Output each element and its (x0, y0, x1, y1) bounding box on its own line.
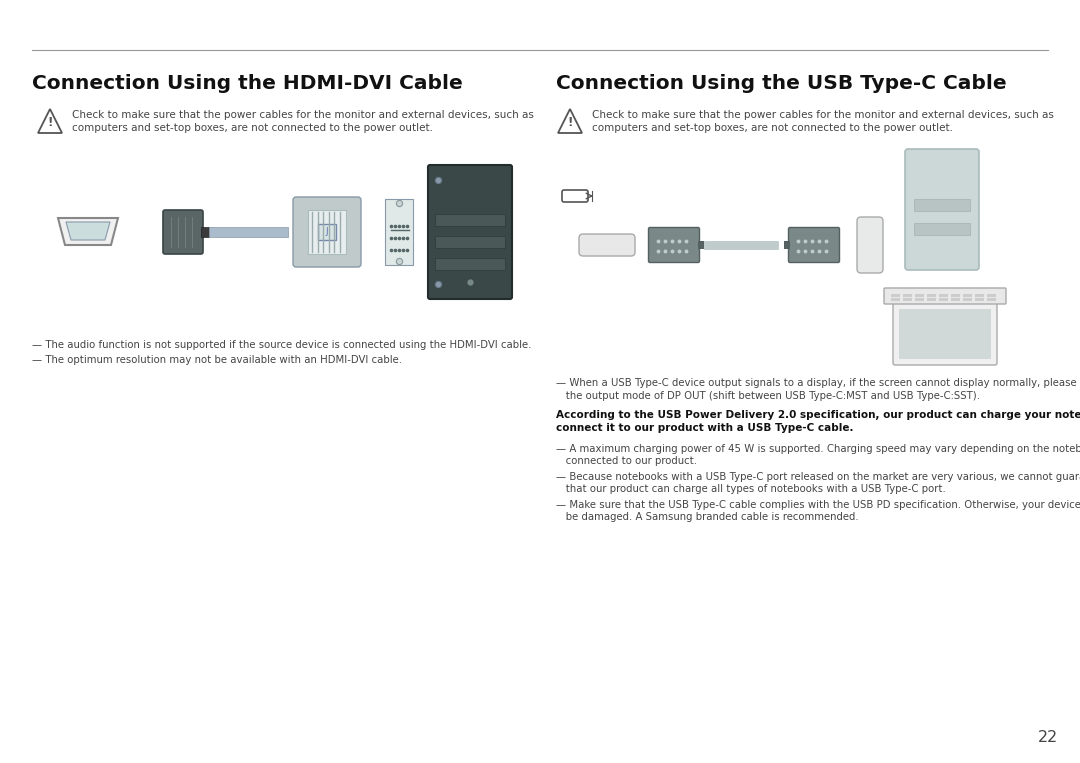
Bar (963, 298, 972, 301)
Bar (899, 309, 991, 359)
Bar (435, 258, 505, 270)
Bar (939, 294, 948, 297)
Text: — Because notebooks with a USB Type-C port released on the market are very vario: — Because notebooks with a USB Type-C po… (556, 472, 1080, 482)
Text: — The optimum resolution may not be available with an HDMI-DVI cable.: — The optimum resolution may not be avai… (32, 355, 402, 365)
FancyBboxPatch shape (893, 303, 997, 365)
Bar (903, 294, 912, 297)
Bar (951, 294, 960, 297)
Text: be damaged. A Samsung branded cable is recommended.: be damaged. A Samsung branded cable is r… (556, 512, 859, 522)
Text: Connection Using the HDMI-DVI Cable: Connection Using the HDMI-DVI Cable (32, 74, 462, 93)
FancyBboxPatch shape (885, 288, 1005, 304)
Text: !: ! (48, 116, 53, 129)
Bar (891, 294, 900, 297)
Bar (891, 298, 900, 301)
Bar (704, 241, 778, 249)
Text: According to the USB Power Delivery 2.0 specification, our product can charge yo: According to the USB Power Delivery 2.0 … (556, 410, 1080, 420)
Bar (915, 298, 924, 301)
Bar (975, 298, 984, 301)
FancyBboxPatch shape (788, 227, 839, 262)
FancyBboxPatch shape (428, 165, 512, 299)
Bar (318, 224, 336, 240)
Text: the output mode of DP OUT (shift between USB Type-C:MST and USB Type-C:SST).: the output mode of DP OUT (shift between… (556, 391, 980, 401)
Text: — The audio function is not supported if the source device is connected using th: — The audio function is not supported if… (32, 340, 531, 350)
Text: — A maximum charging power of 45 W is supported. Charging speed may vary dependi: — A maximum charging power of 45 W is su… (556, 444, 1080, 454)
FancyBboxPatch shape (579, 234, 635, 256)
Bar (951, 298, 960, 301)
Bar (435, 236, 505, 248)
Bar (975, 294, 984, 297)
Bar (927, 298, 936, 301)
Text: that our product can charge all types of notebooks with a USB Type-C port.: that our product can charge all types of… (556, 484, 946, 494)
Text: !: ! (567, 116, 572, 129)
Bar (939, 298, 948, 301)
Text: — When a USB Type-C device output signals to a display, if the screen cannot dis: — When a USB Type-C device output signal… (556, 378, 1080, 388)
Bar (308, 210, 346, 254)
FancyBboxPatch shape (163, 210, 203, 254)
FancyBboxPatch shape (858, 217, 883, 273)
FancyBboxPatch shape (905, 149, 978, 270)
Bar (914, 223, 970, 235)
Bar (698, 241, 704, 249)
Bar (784, 241, 789, 249)
Polygon shape (66, 222, 110, 240)
Text: Check to make sure that the power cables for the monitor and external devices, s: Check to make sure that the power cables… (592, 110, 1054, 120)
Bar (201, 227, 210, 237)
Bar (927, 294, 936, 297)
Bar (963, 294, 972, 297)
Bar (987, 294, 996, 297)
Text: computers and set-top boxes, are not connected to the power outlet.: computers and set-top boxes, are not con… (72, 123, 433, 133)
Bar (384, 199, 413, 265)
Text: Connection Using the USB Type-C Cable: Connection Using the USB Type-C Cable (556, 74, 1007, 93)
Bar (914, 199, 970, 211)
Bar (915, 294, 924, 297)
Text: connect it to our product with a USB Type-C cable.: connect it to our product with a USB Typ… (556, 423, 853, 433)
Text: J: J (326, 227, 328, 236)
Bar (435, 214, 505, 226)
FancyBboxPatch shape (648, 227, 700, 262)
Bar (210, 227, 288, 237)
Text: 22: 22 (1038, 730, 1058, 745)
Text: Check to make sure that the power cables for the monitor and external devices, s: Check to make sure that the power cables… (72, 110, 534, 120)
Polygon shape (58, 218, 118, 245)
Text: — Make sure that the USB Type-C cable complies with the USB PD specification. Ot: — Make sure that the USB Type-C cable co… (556, 500, 1080, 510)
Bar (987, 298, 996, 301)
Text: connected to our product.: connected to our product. (556, 456, 697, 466)
Bar (903, 298, 912, 301)
FancyBboxPatch shape (293, 197, 361, 267)
Text: computers and set-top boxes, are not connected to the power outlet.: computers and set-top boxes, are not con… (592, 123, 953, 133)
